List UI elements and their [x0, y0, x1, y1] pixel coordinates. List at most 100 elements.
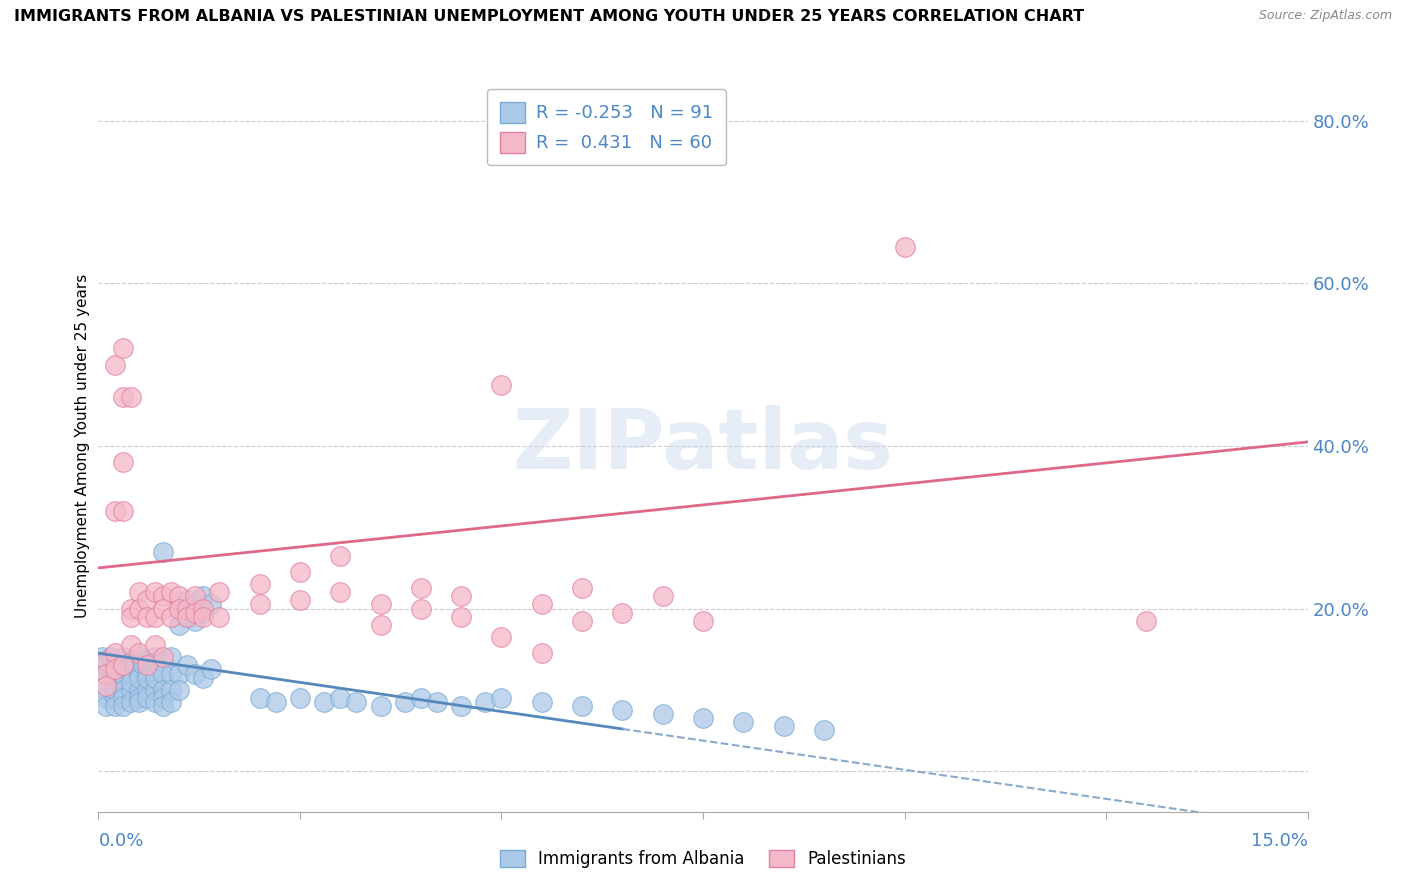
Point — [692, 711, 714, 725]
Point — [143, 585, 166, 599]
Point — [152, 590, 174, 604]
Point — [103, 646, 125, 660]
Point — [135, 609, 157, 624]
Point — [96, 654, 118, 668]
Point — [135, 682, 157, 697]
Point — [409, 581, 432, 595]
Point — [288, 690, 311, 705]
Point — [103, 666, 125, 681]
Point — [120, 695, 142, 709]
Point — [193, 590, 215, 604]
Point — [491, 378, 513, 392]
Point — [193, 671, 215, 685]
Point — [96, 666, 118, 681]
Point — [208, 585, 231, 599]
Point — [103, 699, 125, 714]
Point — [111, 658, 134, 673]
Point — [152, 690, 174, 705]
Point — [176, 593, 198, 607]
Point — [91, 650, 114, 665]
Point — [135, 658, 157, 673]
Point — [152, 654, 174, 668]
Point — [167, 601, 190, 615]
Point — [314, 695, 336, 709]
Point — [160, 609, 183, 624]
Point — [135, 654, 157, 668]
Point — [111, 390, 134, 404]
Point — [135, 690, 157, 705]
Point — [344, 695, 367, 709]
Point — [152, 650, 174, 665]
Point — [143, 609, 166, 624]
Point — [115, 663, 138, 677]
Point — [184, 598, 207, 612]
Y-axis label: Unemployment Among Youth under 25 years: Unemployment Among Youth under 25 years — [75, 274, 90, 618]
Point — [491, 690, 513, 705]
Point — [176, 658, 198, 673]
Legend: Immigrants from Albania, Palestinians: Immigrants from Albania, Palestinians — [494, 843, 912, 875]
Point — [193, 606, 215, 620]
Point — [120, 609, 142, 624]
Point — [120, 674, 142, 689]
Point — [651, 590, 673, 604]
Point — [184, 614, 207, 628]
Point — [200, 598, 222, 612]
Point — [249, 598, 271, 612]
Point — [264, 695, 287, 709]
Point — [193, 601, 215, 615]
Text: ZIPatlas: ZIPatlas — [513, 406, 893, 486]
Point — [100, 650, 122, 665]
Point — [450, 699, 472, 714]
Point — [571, 581, 593, 595]
Point — [143, 638, 166, 652]
Point — [450, 609, 472, 624]
Point — [103, 682, 125, 697]
Point — [128, 646, 150, 660]
Point — [409, 690, 432, 705]
Point — [530, 598, 553, 612]
Point — [571, 699, 593, 714]
Point — [813, 723, 835, 738]
Point — [143, 695, 166, 709]
Point — [176, 609, 198, 624]
Point — [329, 549, 352, 563]
Point — [370, 699, 392, 714]
Point — [96, 679, 118, 693]
Point — [160, 585, 183, 599]
Point — [530, 695, 553, 709]
Point — [160, 695, 183, 709]
Point — [176, 601, 198, 615]
Legend: R = -0.253   N = 91, R =  0.431   N = 60: R = -0.253 N = 91, R = 0.431 N = 60 — [486, 89, 725, 165]
Point — [370, 617, 392, 632]
Point — [107, 671, 129, 685]
Point — [120, 666, 142, 681]
Point — [120, 390, 142, 404]
Point — [96, 682, 118, 697]
Point — [103, 504, 125, 518]
Point — [167, 617, 190, 632]
Point — [135, 593, 157, 607]
Point — [288, 565, 311, 579]
Point — [692, 614, 714, 628]
Point — [474, 695, 496, 709]
Point — [96, 658, 118, 673]
Point — [120, 682, 142, 697]
Point — [200, 663, 222, 677]
Point — [120, 654, 142, 668]
Point — [111, 699, 134, 714]
Point — [143, 666, 166, 681]
Point — [160, 666, 183, 681]
Point — [128, 585, 150, 599]
Text: Source: ZipAtlas.com: Source: ZipAtlas.com — [1258, 9, 1392, 22]
Point — [128, 601, 150, 615]
Point — [288, 593, 311, 607]
Point — [128, 650, 150, 665]
Point — [167, 601, 190, 615]
Point — [128, 666, 150, 681]
Point — [111, 504, 134, 518]
Point — [103, 658, 125, 673]
Point — [143, 650, 166, 665]
Point — [96, 699, 118, 714]
Point — [249, 690, 271, 705]
Point — [612, 606, 634, 620]
